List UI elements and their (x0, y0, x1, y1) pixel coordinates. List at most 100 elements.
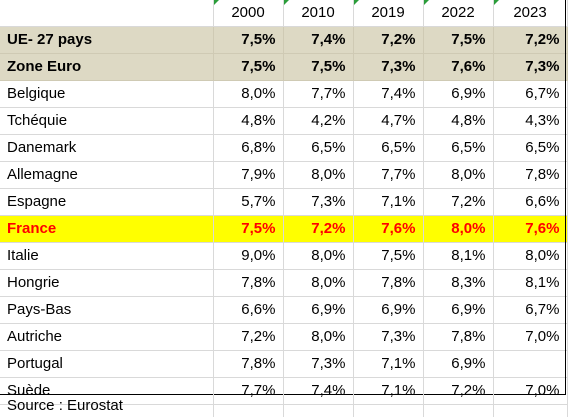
value-cell[interactable]: 6,5% (353, 134, 424, 162)
value-cell[interactable]: 4,3% (493, 107, 568, 135)
year-label: 2019 (371, 4, 405, 21)
value-cell[interactable]: 7,0% (493, 377, 568, 405)
table-row: Pays-Bas 6,6% 6,9% 6,9% 6,9% 6,7% (0, 296, 568, 324)
value-cell[interactable]: 5,7% (213, 188, 284, 216)
value-cell[interactable]: 7,4% (283, 377, 354, 405)
value-cell[interactable]: 8,0% (283, 323, 354, 351)
value-cell[interactable]: 6,6% (213, 296, 284, 324)
value-cell[interactable]: 7,7% (283, 80, 354, 108)
value-cell[interactable]: 7,1% (353, 188, 424, 216)
value-cell[interactable]: 7,8% (423, 323, 494, 351)
value-cell[interactable]: 7,5% (283, 53, 354, 81)
value-cell[interactable]: 7,5% (213, 53, 284, 81)
value-cell[interactable]: 6,9% (353, 296, 424, 324)
value-cell[interactable]: 8,0% (493, 242, 568, 270)
year-header-cell[interactable]: 2023 (493, 0, 568, 27)
value-cell[interactable]: 7,8% (213, 350, 284, 378)
comment-marker-icon (213, 0, 219, 5)
value-cell[interactable]: 7,2% (213, 323, 284, 351)
comment-marker-icon (283, 0, 289, 5)
country-name-cell[interactable]: Tchéquie (0, 107, 214, 135)
country-name-cell[interactable]: Zone Euro (0, 53, 214, 81)
value-cell[interactable]: 6,8% (213, 134, 284, 162)
value-cell[interactable]: 7,6% (423, 53, 494, 81)
value-cell[interactable]: 8,1% (423, 242, 494, 270)
value-cell[interactable]: 7,5% (423, 26, 494, 54)
value-cell[interactable]: 8,0% (283, 242, 354, 270)
value-cell[interactable]: 7,3% (353, 53, 424, 81)
table-row: Autriche 7,2% 8,0% 7,3% 7,8% 7,0% (0, 323, 568, 351)
value-cell[interactable]: 7,6% (493, 215, 568, 243)
table-row: Espagne 5,7% 7,3% 7,1% 7,2% 6,6% (0, 188, 568, 216)
country-name-cell[interactable]: Hongrie (0, 269, 214, 297)
value-cell[interactable]: 6,5% (283, 134, 354, 162)
value-cell[interactable]: 7,0% (493, 323, 568, 351)
value-cell[interactable]: 7,6% (353, 215, 424, 243)
value-cell[interactable]: 4,8% (213, 107, 284, 135)
value-cell[interactable]: 7,7% (353, 161, 424, 189)
value-cell[interactable]: 7,5% (353, 242, 424, 270)
value-cell[interactable]: 7,3% (493, 53, 568, 81)
table-row: Danemark 6,8% 6,5% 6,5% 6,5% 6,5% (0, 134, 568, 162)
value-cell[interactable]: 6,5% (423, 134, 494, 162)
value-cell[interactable]: 7,5% (213, 26, 284, 54)
value-cell[interactable]: 6,7% (493, 80, 568, 108)
value-cell[interactable]: 8,0% (283, 161, 354, 189)
country-name-cell[interactable]: Allemagne (0, 161, 214, 189)
country-name-cell[interactable]: Danemark (0, 134, 214, 162)
value-cell[interactable]: 4,7% (353, 107, 424, 135)
value-cell[interactable]: 7,9% (213, 161, 284, 189)
value-cell[interactable]: 7,2% (283, 215, 354, 243)
year-header-cell[interactable]: 2000 (213, 0, 284, 27)
country-name-cell[interactable]: Belgique (0, 80, 214, 108)
value-cell[interactable]: 8,0% (423, 215, 494, 243)
value-cell[interactable]: 7,2% (493, 26, 568, 54)
value-cell[interactable]: 8,0% (213, 80, 284, 108)
country-name-cell[interactable]: Italie (0, 242, 214, 270)
value-cell[interactable]: 7,8% (213, 269, 284, 297)
country-name-cell[interactable]: Autriche (0, 323, 214, 351)
value-cell[interactable]: 8,3% (423, 269, 494, 297)
value-cell[interactable]: 6,9% (283, 296, 354, 324)
table-row: France 7,5% 7,2% 7,6% 8,0% 7,6% (0, 215, 568, 243)
value-cell[interactable]: 7,8% (353, 269, 424, 297)
country-name-cell[interactable]: Portugal (0, 350, 214, 378)
value-cell[interactable]: 6,9% (423, 350, 494, 378)
year-header-cell[interactable]: 2010 (283, 0, 354, 27)
value-cell[interactable]: 7,4% (353, 80, 424, 108)
year-header-cell[interactable]: 2019 (353, 0, 424, 27)
country-name-cell[interactable]: Espagne (0, 188, 214, 216)
value-cell[interactable]: 7,3% (283, 188, 354, 216)
value-cell[interactable]: 7,2% (423, 188, 494, 216)
value-cell[interactable]: 6,9% (423, 296, 494, 324)
table-row: Portugal 7,8% 7,3% 7,1% 6,9% (0, 350, 568, 378)
value-cell[interactable]: 4,8% (423, 107, 494, 135)
value-cell[interactable]: 4,2% (283, 107, 354, 135)
value-cell[interactable]: 8,1% (493, 269, 568, 297)
value-cell[interactable]: 7,8% (493, 161, 568, 189)
table-row: Hongrie 7,8% 8,0% 7,8% 8,3% 8,1% (0, 269, 568, 297)
header-corner-cell[interactable] (0, 0, 214, 27)
data-table: 2000 2010 2019 2022 2023 UE- 27 pays 7,5% 7,4% 7… (0, 0, 568, 405)
value-cell[interactable]: 6,7% (493, 296, 568, 324)
value-cell[interactable]: 7,2% (353, 26, 424, 54)
value-cell[interactable]: 6,5% (493, 134, 568, 162)
value-cell[interactable]: 6,9% (423, 80, 494, 108)
table-row: Allemagne 7,9% 8,0% 7,7% 8,0% 7,8% (0, 161, 568, 189)
country-name-cell[interactable]: France (0, 215, 214, 243)
country-name-cell[interactable]: UE- 27 pays (0, 26, 214, 54)
year-header-cell[interactable]: 2022 (423, 0, 494, 27)
value-cell[interactable] (493, 350, 568, 378)
value-cell[interactable]: 8,0% (283, 269, 354, 297)
value-cell[interactable]: 7,5% (213, 215, 284, 243)
value-cell[interactable]: 7,3% (283, 350, 354, 378)
value-cell[interactable]: 9,0% (213, 242, 284, 270)
value-cell[interactable]: 7,1% (353, 350, 424, 378)
year-label: 2022 (441, 4, 475, 21)
country-name-cell[interactable]: Pays-Bas (0, 296, 214, 324)
value-cell[interactable]: 7,3% (353, 323, 424, 351)
value-cell[interactable]: 7,4% (283, 26, 354, 54)
value-cell[interactable]: 6,6% (493, 188, 568, 216)
value-cell[interactable]: 8,0% (423, 161, 494, 189)
